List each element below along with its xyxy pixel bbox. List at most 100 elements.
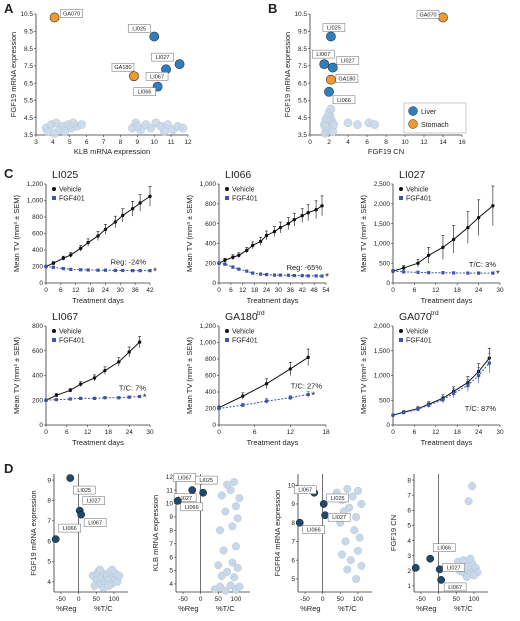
panel-d1: D 4 5 6 7 8 9 -50 0 50 100 FGF19 mRNA expression %Re… (4, 461, 128, 613)
background-point (343, 565, 352, 574)
y-tick-label: 600 (32, 231, 43, 238)
background-point (77, 120, 87, 130)
x-tick-label: 24 (263, 287, 271, 294)
data-point-vehicle (78, 382, 83, 386)
legend-swatch-fgf401 (225, 338, 229, 342)
x-tick-label: 11 (168, 139, 175, 146)
effect-annotation: T/C: 3% (469, 260, 496, 269)
data-point-vehicle (113, 220, 118, 224)
panel-d3: 5 6 7 8 9 10 -50 0 50 100 FGFR4 mRNA expression %Re… (273, 474, 372, 613)
point-label-box (72, 485, 96, 495)
data-point-vehicle (300, 213, 304, 218)
model-point (438, 12, 448, 23)
data-point-vehicle (286, 221, 291, 226)
data-point-fgf401 (402, 270, 406, 274)
y-tick-label: 2,500 (374, 181, 391, 188)
data-point-fgf401 (416, 407, 420, 411)
model-point (77, 510, 85, 519)
data-point-vehicle (69, 253, 73, 257)
model-point (49, 12, 60, 23)
x-axis-label: KLB mRNA expression (74, 147, 150, 156)
chart-title: LI027 (399, 169, 425, 181)
point-label: LI067 (298, 488, 312, 494)
y-tick-label: 7.5 (24, 63, 33, 70)
point-label: GA180 (338, 77, 355, 83)
background-point (353, 120, 362, 130)
background-point (223, 567, 232, 576)
x-tick-label: 12 (432, 287, 440, 294)
model-point (149, 31, 160, 42)
point-label: LI025 (331, 496, 345, 502)
background-point (343, 484, 352, 493)
background-point (230, 478, 239, 487)
x-tick-label: 6 (229, 287, 233, 294)
data-point-vehicle (130, 207, 135, 211)
x-tick-label: 18 (105, 429, 113, 436)
data-point-vehicle (306, 355, 310, 360)
legend-swatch-vehicle (399, 187, 403, 191)
y-axis-label: FGF19 mRNA expression (283, 32, 292, 117)
chart-title: LI066 (225, 169, 251, 181)
effect-annotation: T/C: 7% (119, 384, 146, 393)
point-label-box (111, 62, 135, 72)
legend-label: Vehicle (232, 329, 255, 336)
y-tick-label: 400 (32, 373, 43, 380)
data-point-fgf401 (306, 392, 310, 397)
data-point-fgf401 (259, 272, 263, 276)
model-point (173, 496, 182, 505)
y-tick-label: 8 (47, 498, 51, 505)
y-tick-label: 10 (166, 501, 174, 508)
x-tick-label: 30 (117, 287, 125, 294)
x-tick-label: 30 (275, 287, 283, 294)
y-tick-label: 10.5 (20, 11, 33, 18)
y-tick-label: 800 (205, 201, 216, 208)
y-tick-label: 500 (379, 260, 390, 267)
data-point-vehicle (314, 208, 318, 212)
data-point-vehicle (127, 350, 131, 354)
point-label-box (332, 95, 356, 105)
data-point-fgf401 (264, 272, 269, 277)
y-tick-label: 5 (47, 559, 51, 566)
data-point-vehicle (264, 233, 269, 238)
point-label-box (293, 485, 317, 494)
data-point-fgf401 (54, 398, 58, 402)
x-tick-label: 36 (287, 287, 295, 294)
y-tick-label: 800 (32, 323, 43, 330)
y-tick-label: 0 (212, 280, 216, 287)
x-tick-label: 12 (420, 139, 428, 146)
background-point (352, 513, 361, 522)
data-point-vehicle (250, 243, 255, 248)
point-label: LI067 (88, 521, 102, 527)
data-point-vehicle (51, 261, 56, 265)
panel-c5: GA180 trd 0 200 400 600 800 1,000 1,200 0 6 12 18 Mea… (185, 310, 330, 447)
y-axis-label: Mean TV (mm³ ± SEM) (359, 195, 368, 272)
background-point (350, 526, 359, 535)
significance-star: * (153, 266, 157, 278)
y-tick-label: 7 (47, 518, 51, 525)
y-tick-label: 8.5 (298, 46, 307, 53)
x-tick-label: 10 (151, 139, 159, 146)
significance-star: * (325, 271, 329, 283)
model-point (324, 86, 334, 97)
data-point-fgf401 (264, 399, 269, 403)
data-point-fgf401 (441, 398, 445, 402)
model-point (325, 74, 336, 85)
x-tick-label: 54 (322, 287, 330, 294)
background-point (178, 123, 188, 133)
x-tick-label: 6 (253, 429, 257, 436)
legend: Vehicle FGF401 (399, 187, 432, 203)
x-axis-label: Treatment days (247, 296, 299, 305)
y-tick-label: 1,500 (374, 348, 391, 355)
panel-a: A 3.5 4.5 5.5 6.5 7.5 8.5 9.5 10.5 3 4 5 6 7 8 9 10 11 12 F… (4, 1, 192, 156)
background-point (115, 571, 124, 580)
x-axis-label-reg: %Reg (416, 604, 436, 613)
x-tick-label: 18 (454, 429, 462, 436)
model-point (325, 31, 336, 42)
background-point (223, 480, 232, 489)
y-tick-label: 1,000 (200, 340, 217, 347)
point-label-box (194, 475, 218, 485)
y-tick-label: 2,000 (374, 323, 391, 330)
data-point-vehicle (103, 368, 107, 373)
model-point (321, 511, 329, 520)
data-point-fgf401 (278, 273, 283, 277)
